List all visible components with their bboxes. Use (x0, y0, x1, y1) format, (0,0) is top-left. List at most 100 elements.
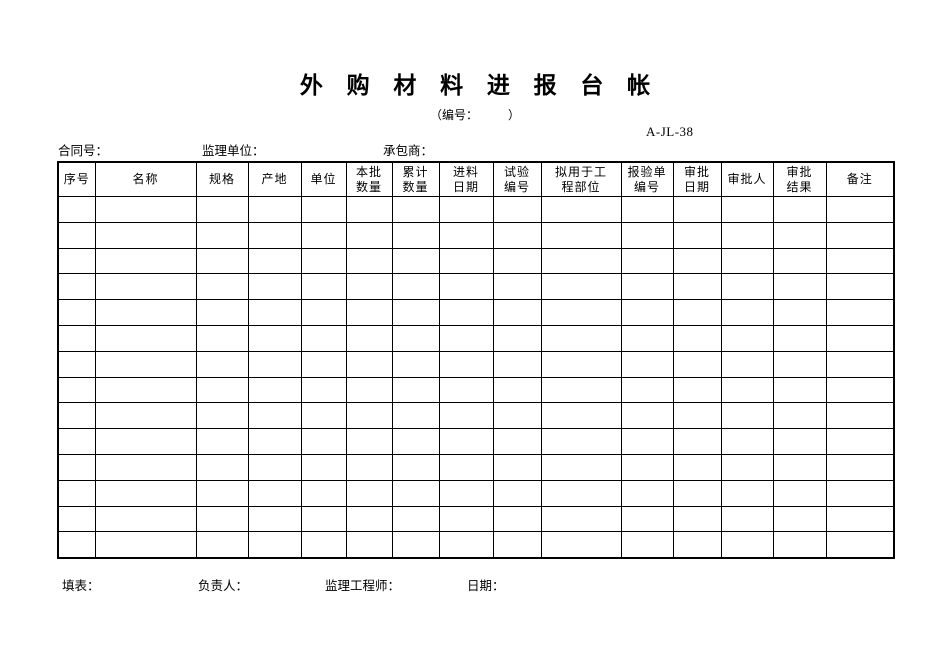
empty-cell (195, 479, 249, 507)
empty-cell (772, 531, 827, 559)
empty-cell (391, 402, 440, 430)
empty-cell (492, 324, 542, 352)
empty-cell (391, 479, 440, 507)
empty-cell (672, 350, 722, 378)
empty-cell (772, 324, 827, 352)
empty-cell (57, 247, 96, 275)
empty-cell (438, 221, 494, 249)
table-row (57, 505, 895, 533)
empty-cell (247, 531, 302, 559)
empty-cell (247, 299, 302, 326)
empty-cell (391, 324, 440, 352)
empty-cell (825, 196, 895, 223)
empty-cell (57, 350, 96, 378)
col-header-approval-date: 审批 日期 (672, 161, 722, 197)
table-row (57, 221, 895, 249)
col-header-approver: 审批人 (720, 161, 774, 197)
empty-cell (247, 324, 302, 352)
empty-cell (300, 299, 347, 326)
empty-cell (492, 531, 542, 559)
empty-cell (345, 376, 393, 404)
empty-cell (195, 221, 249, 249)
empty-cell (391, 247, 440, 275)
col-header-batch-quantity: 本批 数量 (345, 161, 393, 197)
empty-cell (772, 350, 827, 378)
empty-cell (620, 324, 674, 352)
empty-cell (772, 479, 827, 507)
empty-cell (540, 247, 622, 275)
table-row (57, 402, 895, 430)
empty-cell (438, 196, 494, 223)
empty-cell (540, 196, 622, 223)
form-code-label: A-JL-38 (646, 124, 694, 139)
empty-cell (772, 273, 827, 301)
empty-cell (720, 453, 774, 481)
empty-cell (540, 350, 622, 378)
empty-cell (620, 402, 674, 430)
empty-cell (620, 299, 674, 326)
empty-cell (247, 376, 302, 404)
empty-cell (772, 402, 827, 430)
empty-cell (620, 350, 674, 378)
empty-cell (438, 402, 494, 430)
empty-cell (492, 376, 542, 404)
empty-cell (540, 402, 622, 430)
empty-cell (672, 505, 722, 533)
empty-cell (772, 453, 827, 481)
empty-cell (94, 376, 197, 404)
empty-cell (195, 402, 249, 430)
empty-cell (620, 221, 674, 249)
empty-cell (492, 247, 542, 275)
col-header-name: 名称 (94, 161, 197, 197)
empty-cell (772, 299, 827, 326)
empty-cell (620, 376, 674, 404)
empty-cell (492, 221, 542, 249)
empty-cell (540, 453, 622, 481)
empty-cell (57, 299, 96, 326)
empty-cell (195, 273, 249, 301)
empty-cell (720, 247, 774, 275)
table-row (57, 273, 895, 301)
table-row (57, 247, 895, 275)
empty-cell (57, 376, 96, 404)
empty-cell (672, 273, 722, 301)
empty-cell (300, 247, 347, 275)
empty-cell (772, 221, 827, 249)
empty-cell (825, 350, 895, 378)
empty-cell (620, 247, 674, 275)
empty-cell (672, 531, 722, 559)
empty-cell (247, 350, 302, 378)
empty-cell (825, 324, 895, 352)
empty-cell (825, 299, 895, 326)
empty-cell (540, 376, 622, 404)
empty-cell (492, 428, 542, 455)
empty-cell (57, 196, 96, 223)
col-header-unit: 单位 (300, 161, 347, 197)
empty-cell (57, 453, 96, 481)
empty-cell (620, 453, 674, 481)
empty-cell (672, 324, 722, 352)
contract-no-label: 合同号： (58, 144, 109, 158)
empty-cell (94, 505, 197, 533)
empty-cell (825, 273, 895, 301)
empty-cell (720, 531, 774, 559)
empty-cell (300, 453, 347, 481)
col-header-cumulative-quantity: 累计 数量 (391, 161, 440, 197)
empty-cell (720, 273, 774, 301)
empty-cell (391, 505, 440, 533)
empty-cell (492, 196, 542, 223)
empty-cell (672, 221, 722, 249)
table-header-row: 序号 名称 规格 产地 单位 本批 数量 累计 数量 进料 日期 试验 编号 拟… (57, 161, 895, 197)
empty-cell (345, 479, 393, 507)
empty-cell (391, 350, 440, 378)
responsible-label: 负责人： (198, 579, 249, 593)
col-header-entry-date: 进料 日期 (438, 161, 494, 197)
empty-cell (195, 428, 249, 455)
empty-cell (345, 531, 393, 559)
empty-cell (540, 299, 622, 326)
empty-cell (492, 402, 542, 430)
empty-cell (195, 299, 249, 326)
empty-cell (195, 324, 249, 352)
page-title: 外 购 材 料 进 报 台 帐 (299, 73, 660, 98)
